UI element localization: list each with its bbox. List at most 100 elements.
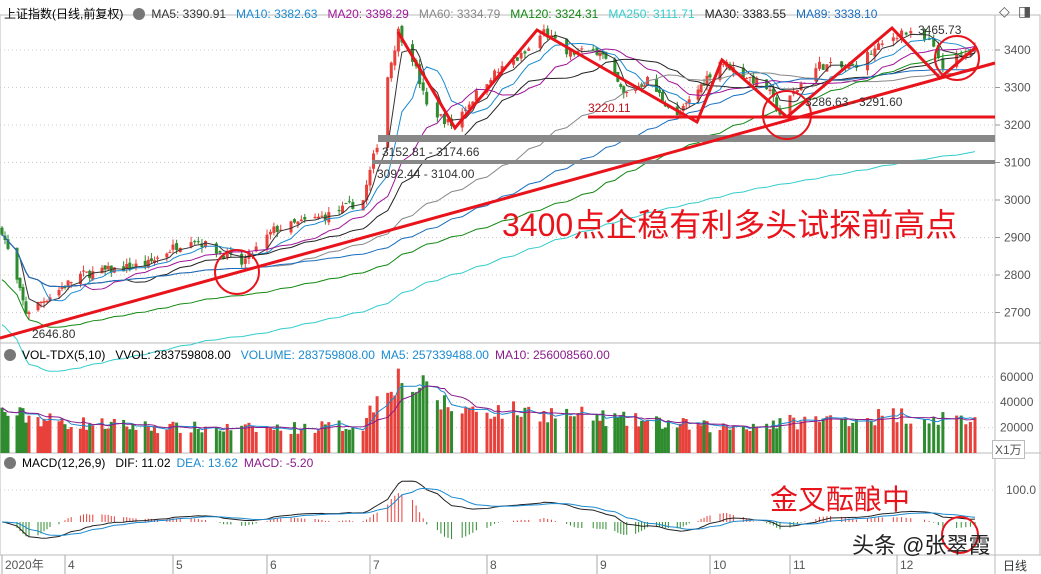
volume-bar [39, 426, 43, 453]
volume-bar [131, 424, 135, 453]
volume-bar [705, 421, 709, 453]
candle-body [63, 286, 67, 288]
volume-bar [702, 420, 706, 453]
candle-body [0, 227, 4, 235]
volume-bar [814, 416, 818, 453]
price-tick-label: 3400 [1004, 43, 1031, 57]
macd-name: MACD(12,26,9) [22, 456, 106, 470]
candle-body [36, 302, 40, 311]
volume-bar [843, 418, 847, 453]
volume-bar [619, 415, 623, 453]
candle-body [549, 35, 553, 37]
volume-bar [178, 432, 182, 453]
volume-bar [400, 383, 404, 453]
zigzag-path-2 [786, 25, 976, 119]
volume-bar [365, 417, 369, 453]
volume-bar [375, 396, 379, 453]
volume-bar [549, 408, 553, 453]
candle-body [702, 84, 706, 86]
candle-body [347, 201, 351, 203]
volume-bar [748, 430, 752, 453]
candle-body [317, 216, 320, 219]
candle-body [568, 50, 572, 57]
settings-dropdown-icon[interactable] [133, 7, 146, 20]
volume-bar [214, 427, 218, 453]
candle-body [375, 147, 379, 153]
volume-bar [731, 425, 735, 453]
volume-bar [88, 423, 92, 453]
candle-body [85, 271, 89, 273]
diamond-icon[interactable]: ◇ [999, 3, 1010, 19]
volume-bar [542, 410, 546, 453]
candle-body [337, 210, 341, 212]
volume-bar [745, 429, 749, 453]
x-tick-label: 11 [793, 558, 806, 572]
volume-bar [48, 413, 52, 453]
panel-toggle-icon[interactable]: ◨ [1018, 3, 1032, 19]
volume-bar [900, 408, 904, 453]
candle-body [705, 75, 709, 86]
volume-bar [768, 429, 772, 453]
candle-body [657, 89, 661, 93]
volume-bar [386, 392, 390, 453]
macd-value: MACD: -5.20 [243, 456, 314, 470]
candle-body [696, 89, 700, 100]
candle-body [873, 48, 877, 57]
macd-settings-icon[interactable] [4, 457, 16, 469]
volume-bar [792, 417, 796, 453]
volume-bar [168, 423, 172, 453]
candle-body [955, 54, 959, 67]
high-label: 3465.73 [918, 23, 962, 37]
volume-bar [106, 428, 110, 453]
volume-bar [708, 432, 712, 453]
volume-bar [418, 387, 422, 453]
candle-body [814, 68, 818, 82]
volume-bar [755, 426, 759, 453]
candle-body [660, 91, 664, 101]
candle-body [825, 64, 829, 72]
volume-bar [393, 395, 397, 453]
candle-body [840, 61, 844, 68]
period-label[interactable]: 日线 [1003, 559, 1028, 573]
candle-body [865, 52, 869, 71]
candle-body [149, 258, 153, 262]
candle-body [265, 234, 269, 249]
candle-body [799, 83, 803, 91]
volume-bar [959, 415, 963, 453]
volume-bar [765, 423, 769, 453]
volume-ma10: MA10: 256008560.00 [494, 348, 610, 362]
candle-body [279, 229, 283, 231]
candle-body [601, 51, 605, 55]
volume-bar [788, 414, 792, 453]
volume-bar [247, 422, 251, 453]
volume-bar [604, 426, 608, 453]
candle-body [88, 270, 92, 279]
volume-bar [372, 412, 376, 453]
volume-bar [640, 420, 644, 453]
candle-body [400, 25, 404, 43]
candle-body [122, 266, 126, 272]
candle-body [57, 289, 61, 296]
volume-bar [643, 420, 647, 453]
candle-body [439, 114, 443, 116]
candle-body [765, 79, 769, 90]
volume-bar [699, 425, 703, 453]
volume-bar [446, 407, 450, 453]
candle-body [847, 66, 851, 69]
candle-body [435, 102, 439, 118]
volume-bar [396, 368, 400, 453]
candle-body [821, 64, 825, 70]
ma-legend-1: MA10: 3382.63 [236, 6, 318, 21]
candle-body [622, 86, 626, 94]
volume-bar [292, 422, 296, 453]
volume-ma5: MA5: 257339488.00 [380, 348, 489, 362]
main-chart-header: 上证指数(日线,前复权) MA5: 3390.91 MA10: 3382.63 MA… [4, 5, 877, 22]
candle-body [904, 32, 908, 35]
volume-bar [718, 429, 722, 453]
candle-body [368, 169, 372, 186]
volume-bar [85, 429, 89, 453]
volume-bar [565, 408, 569, 453]
ma-legend-0: MA5: 3390.91 [151, 6, 227, 21]
volume-settings-icon[interactable] [4, 349, 16, 361]
candle-body [82, 270, 86, 272]
